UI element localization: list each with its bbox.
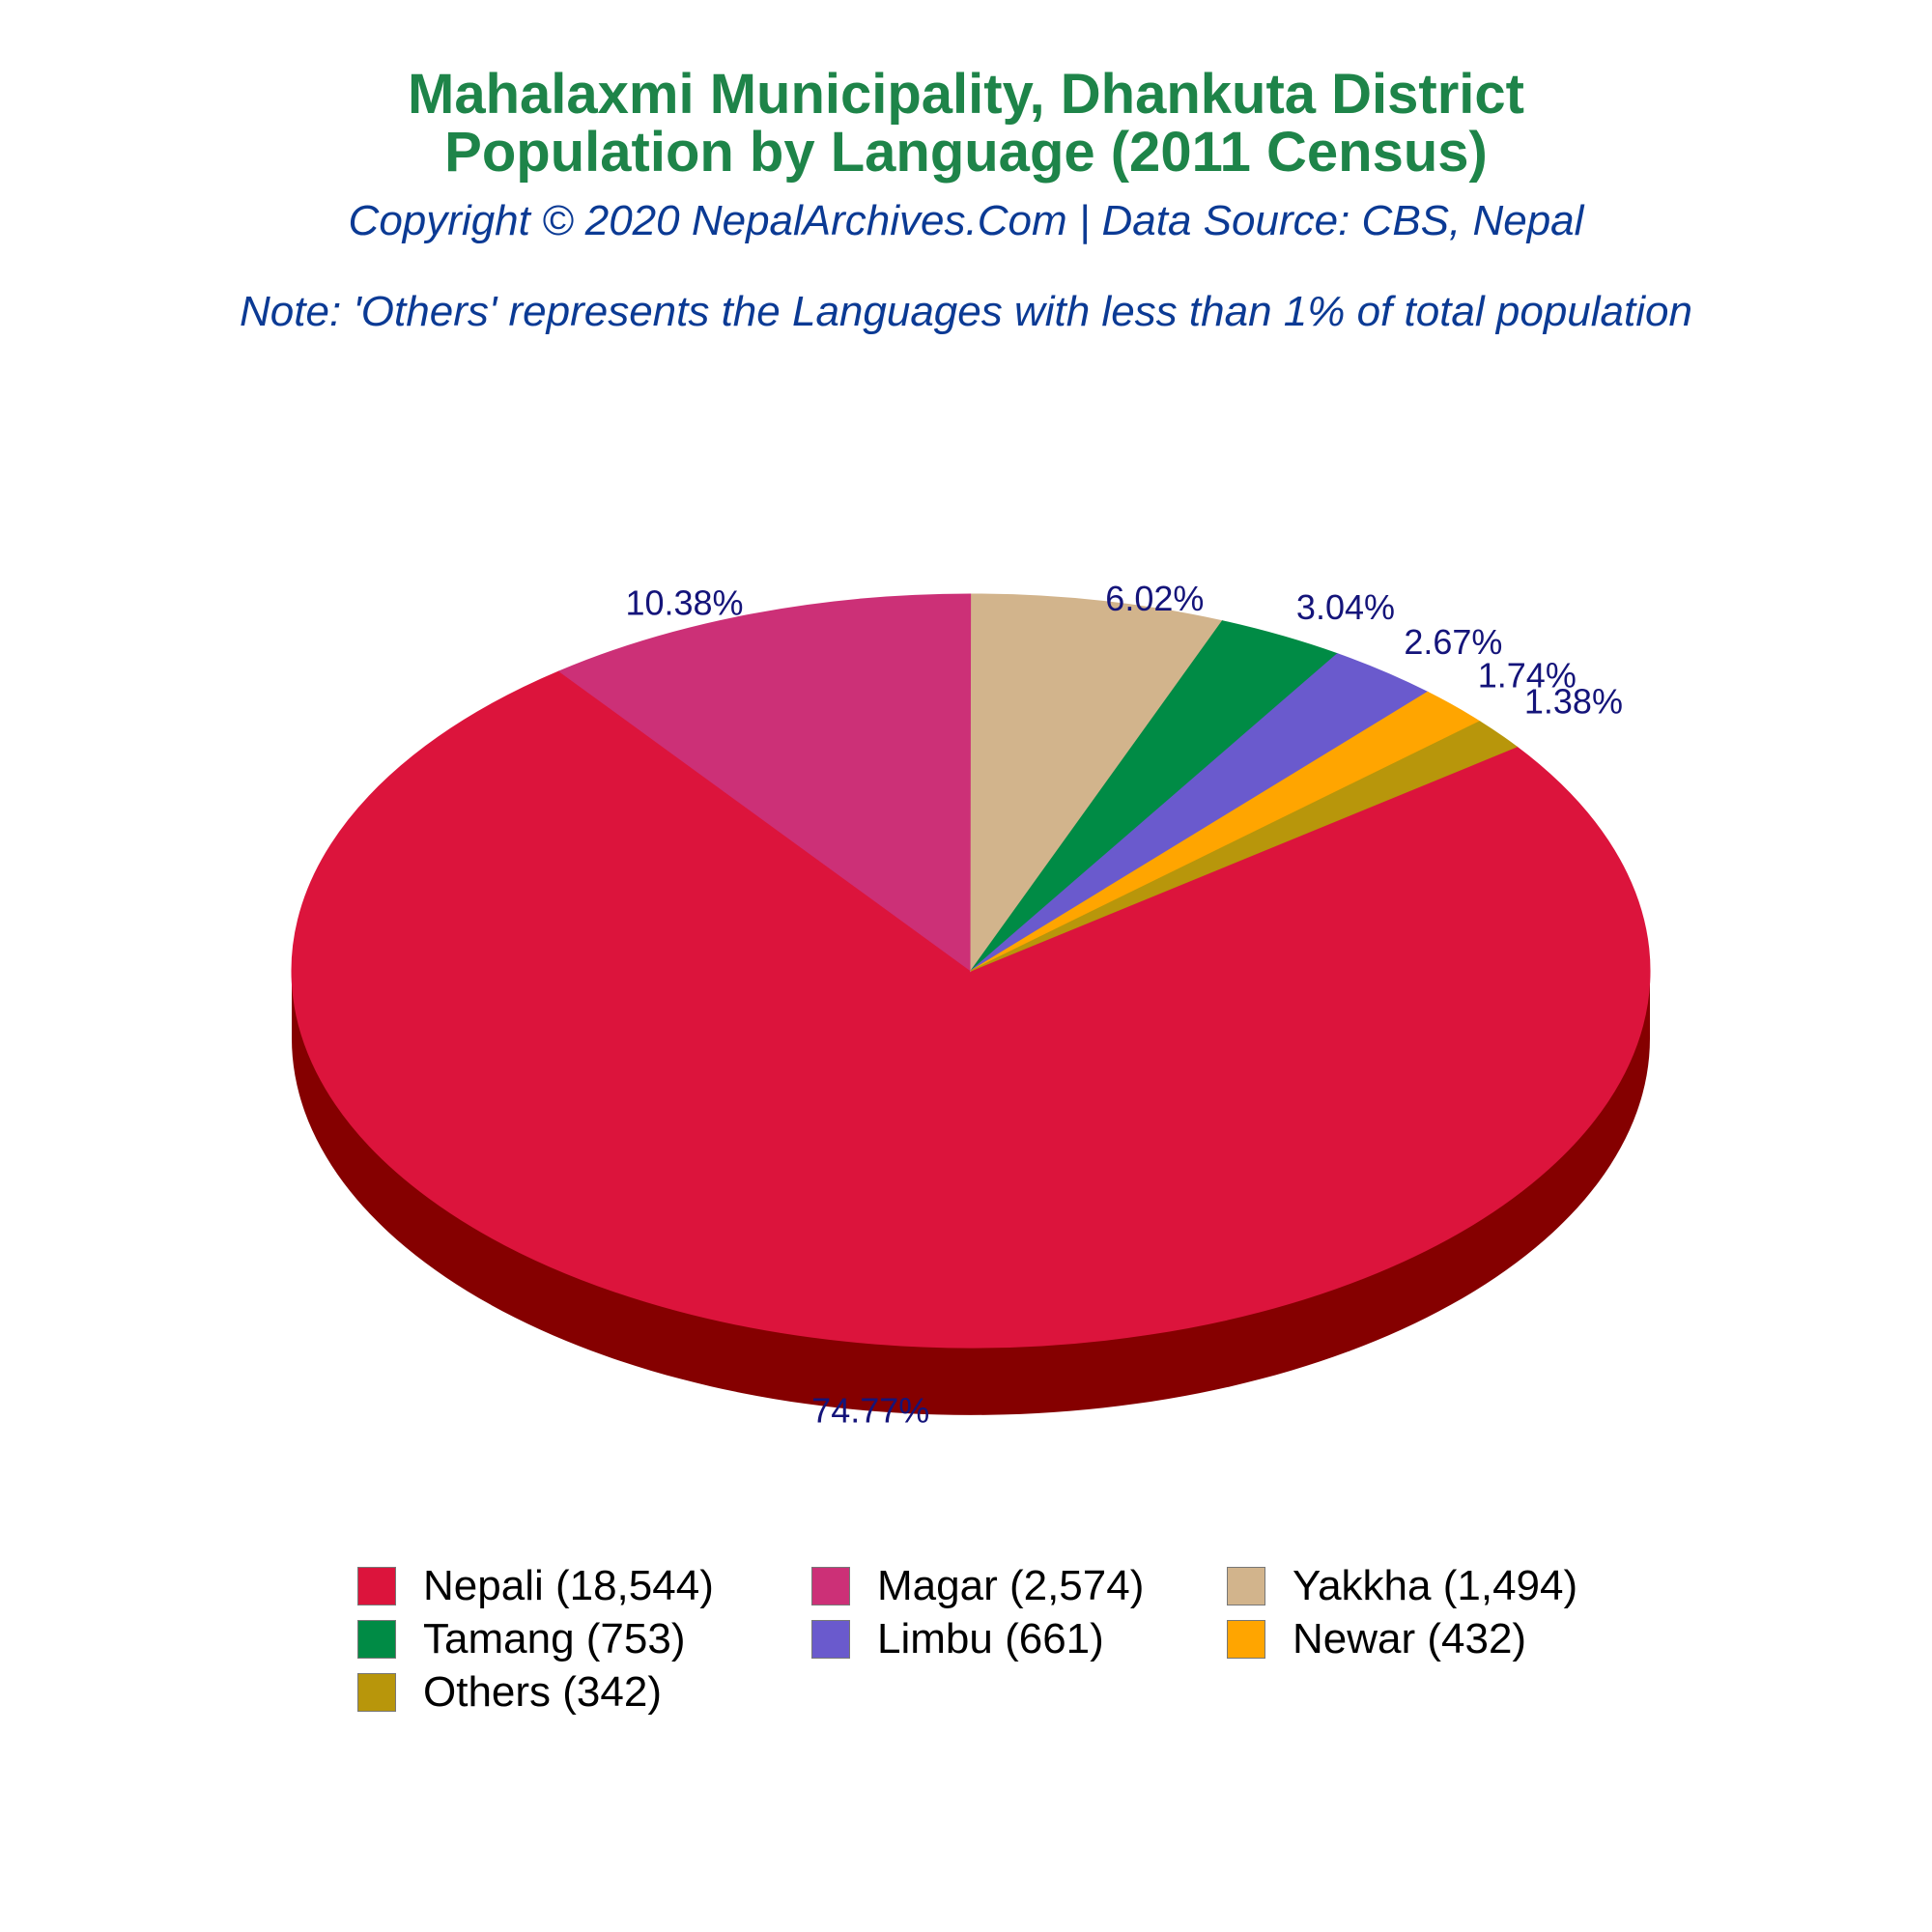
pie-slice-magar bbox=[557, 593, 973, 972]
pie-label-nepali: 74.77% bbox=[811, 1390, 929, 1430]
pie-label-yakkha: 6.02% bbox=[1105, 579, 1204, 618]
legend-label: Nepali (18,544) bbox=[423, 1562, 714, 1609]
legend-item-others: Others (342) bbox=[357, 1666, 662, 1719]
legend-label: Yakkha (1,494) bbox=[1293, 1562, 1578, 1609]
legend-swatch bbox=[1227, 1567, 1265, 1605]
pie-label-tamang: 3.04% bbox=[1296, 587, 1395, 627]
pie-label-limbu: 2.67% bbox=[1404, 622, 1502, 662]
copyright-text: Copyright © 2020 NepalArchives.Com | Dat… bbox=[348, 197, 1584, 244]
pie-label-newar: 1.74% bbox=[1478, 656, 1577, 696]
legend-item-nepali: Nepali (18,544) bbox=[357, 1560, 714, 1612]
chart-title-line1: Mahalaxmi Municipality, Dhankuta Distric… bbox=[408, 63, 1524, 126]
pie-slice-others bbox=[970, 721, 1519, 972]
legend-swatch bbox=[811, 1567, 850, 1605]
legend-label: Tamang (753) bbox=[423, 1615, 686, 1662]
pie-labels: 74.77% 10.38% 6.02% 3.04%2.67%1.74%1.38% bbox=[625, 579, 1623, 1430]
legend-label: Others (342) bbox=[423, 1668, 662, 1716]
legend-item-yakkha: Yakkha (1,494) bbox=[1227, 1560, 1577, 1612]
legend-item-magar: Magar (2,574) bbox=[811, 1560, 1144, 1612]
pie-slice-yakkha bbox=[970, 593, 1224, 973]
legend-label: Magar (2,574) bbox=[877, 1562, 1145, 1609]
legend-swatch bbox=[811, 1620, 850, 1659]
pie-label-others: 1.38% bbox=[1524, 681, 1623, 721]
legend: Nepali (18,544) Magar (2,574) Yakkha (1,49… bbox=[357, 1560, 1710, 1734]
pie-slices bbox=[291, 593, 1651, 1349]
note-text: Note: 'Others' represents the Languages … bbox=[240, 288, 1692, 335]
legend-item-tamang: Tamang (753) bbox=[357, 1613, 685, 1665]
legend-swatch bbox=[357, 1620, 396, 1659]
pie-side-nepali bbox=[292, 971, 1650, 1415]
legend-label: Limbu (661) bbox=[877, 1615, 1104, 1662]
pie-label-magar: 10.38% bbox=[625, 583, 743, 623]
legend-item-newar: Newar (432) bbox=[1227, 1613, 1526, 1665]
legend-label: Newar (432) bbox=[1293, 1615, 1527, 1662]
legend-swatch bbox=[357, 1673, 396, 1712]
legend-item-limbu: Limbu (661) bbox=[811, 1613, 1104, 1665]
chart-title-line2: Population by Language (2011 Census) bbox=[444, 121, 1488, 184]
legend-swatch bbox=[1227, 1620, 1265, 1659]
pie-side-walls bbox=[292, 971, 1650, 1415]
pie-slice-nepali bbox=[291, 670, 1651, 1349]
legend-swatch bbox=[357, 1567, 396, 1605]
